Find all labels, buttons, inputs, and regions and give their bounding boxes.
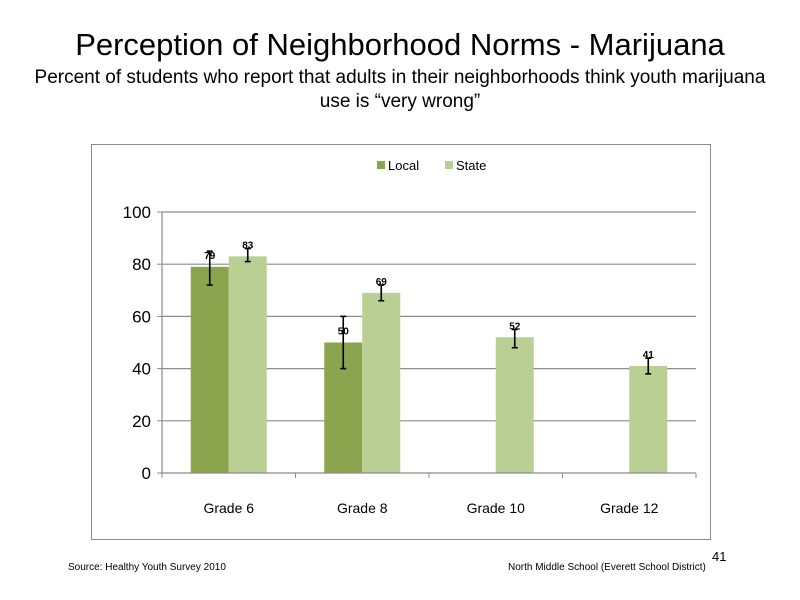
data-label: 41	[643, 350, 655, 361]
y-tick-label: 0	[142, 464, 151, 483]
school-name: North Middle School (Everett School Dist…	[508, 562, 706, 573]
slide-title: Perception of Neighborhood Norms - Marij…	[75, 27, 725, 62]
legend-label-state: State	[456, 158, 486, 173]
y-tick-label: 80	[132, 255, 151, 274]
bar-state-grade-6	[228, 256, 267, 473]
legend-swatch-state	[445, 161, 453, 169]
y-tick-label: 20	[132, 412, 151, 431]
slide-number: 41	[712, 549, 727, 564]
data-label: 79	[204, 251, 216, 262]
slide-subtitle: Percent of students who report that adul…	[34, 67, 766, 112]
source-note: Source: Healthy Youth Survey 2010	[68, 562, 226, 573]
x-tick-label: Grade 6	[203, 500, 254, 516]
data-label: 83	[242, 240, 254, 251]
data-label: 52	[509, 321, 521, 332]
y-tick-label: 40	[132, 360, 151, 379]
bar-state-grade-8	[362, 292, 401, 473]
x-tick-label: Grade 12	[600, 500, 659, 516]
data-label: 50	[338, 327, 350, 338]
bar-state-grade-12	[629, 365, 668, 473]
bar-local-grade-6	[190, 266, 229, 473]
legend-label-local: Local	[388, 158, 419, 173]
chart-frame: 0 20 40 60 80 100 79 50 83 69 52 41 Grade 6 Grade 8 Gr…	[91, 144, 711, 540]
legend-swatch-local	[377, 161, 385, 169]
bar-state-grade-10	[495, 337, 534, 473]
y-tick-label: 100	[123, 203, 151, 222]
bar-chart: 0 20 40 60 80 100 79 50 83 69 52 41 Grade 6 Grade 8 Gr…	[123, 158, 697, 516]
x-tick-label: Grade 10	[467, 500, 526, 516]
y-tick-label: 60	[132, 307, 151, 326]
x-tick-label: Grade 8	[337, 500, 388, 516]
data-label: 69	[376, 277, 388, 288]
